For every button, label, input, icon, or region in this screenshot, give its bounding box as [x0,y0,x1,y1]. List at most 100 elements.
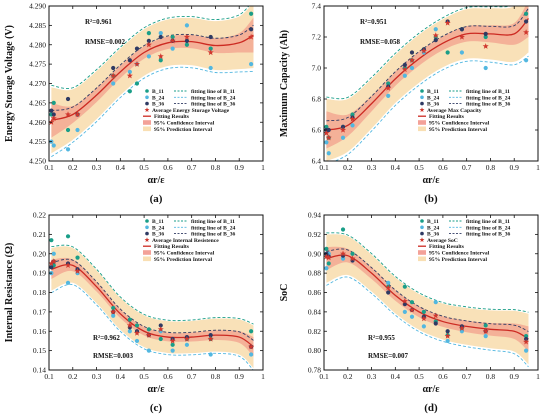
x-tick-label: 1 [261,163,265,172]
y-tick-label: 0.92 [308,230,321,239]
scatter-points [48,11,255,152]
chart-svg-a: 0.1 0.2 0.3 0.4 0.5 0.6 0.7 0.8 0.9 14.2504.2554.… [4,2,265,205]
point-b-11 [524,11,529,16]
x-axis-label: αr/ε [422,175,440,186]
average-point [50,258,57,265]
point-b-24 [524,58,529,63]
x-tick-label: 0.6 [163,163,173,172]
legend-star [144,237,150,242]
x-tick-label: 0.7 [187,163,197,172]
legend-label: Fitting Results [154,114,190,120]
x-tick-label: 1 [536,163,540,172]
point-b-24 [433,27,438,32]
axes-frame [323,5,539,162]
legend-star [144,107,150,112]
point-b-24 [324,140,329,145]
point-b-11 [445,50,450,55]
fitting-results-line [326,17,529,131]
average-point [133,60,141,67]
y-tick-label: 0.14 [33,366,46,375]
point-b-24 [249,62,254,67]
plot-area [326,232,529,368]
y-tick-label: 0.22 [33,211,46,220]
rmse-stat: RMSE=0.002 [85,38,125,46]
legend-label: B_24 [152,95,164,101]
prediction-interval-band [326,234,529,365]
average-point [523,338,530,345]
average-point [523,29,530,35]
panel-label: (d) [424,402,438,414]
point-b-11 [483,34,488,40]
point-b-36 [65,96,71,102]
prediction-interval-band [51,246,254,369]
y-tick-label: 4.250 [29,157,46,166]
y-tick-label: 0.86 [308,288,321,297]
point-b-24 [249,352,254,357]
average-point [420,47,427,54]
point-b-24 [350,123,355,128]
point-b-24 [146,348,151,353]
y-axis-label: Energy Storage Voltage (V) [4,25,15,142]
point-b-24 [386,93,391,98]
x-tick-label: 0.3 [92,163,102,172]
y-tick-label: 7.0 [312,64,322,73]
legend-marker [420,101,424,106]
x-tick-label: 0.3 [92,372,102,381]
confidence-interval-band [51,17,254,138]
y-tick-label: 6.6 [312,126,322,135]
average-point [420,315,427,322]
point-b-24 [170,348,175,353]
scatter-points [323,227,530,353]
y-axis: 0.14 0.15 0.16 0.17 0.18 0.19 0.20 0.21 0.22 [33,211,263,375]
y-tick-label: 0.18 [33,288,46,297]
chart-panel-c: 0.1 0.2 0.3 0.4 0.5 0.6 0.7 0.8 0.9 1 0.14 0.15 0.16… [0,209,275,417]
point-b-36 [208,333,213,338]
point-b-11 [146,31,151,36]
x-axis: 0.1 0.2 0.3 0.4 0.5 0.6 0.7 0.8 0.9 1 [319,6,540,172]
legend-label: Fitting Results [154,244,190,250]
average-point [408,57,416,63]
point-b-24 [409,65,415,71]
chart-panel-b: 0.1 0.2 0.3 0.4 0.5 0.6 0.7 0.8 0.9 1 6.4 6.6 6.8 7.0… [275,0,550,208]
fitting-results-line [51,34,254,121]
point-b-11 [127,89,132,94]
y-axis-label: Internal Resistance (Ω) [4,243,15,343]
y-tick-label: 0.15 [33,346,46,355]
point-b-36 [402,62,407,67]
y-tick-label: 4.280 [29,40,46,49]
legend-label: fitting line of B_11 [466,219,510,225]
fitting-results-line [326,254,529,340]
y-tick-label: 0.94 [308,211,321,220]
average-point [110,72,117,79]
point-b-24 [111,313,116,318]
legend-swatch [418,256,426,262]
y-axis-label: SoC [279,284,290,302]
y-tick-label: 0.19 [33,269,46,278]
point-b-11 [134,81,140,86]
legend-marker [420,95,424,100]
legend-label: Fitting Results [429,114,465,120]
point-b-11 [134,323,140,328]
point-b-36 [146,38,151,43]
legend-label: fitting line of B_24 [466,95,510,101]
x-tick-label: 0.6 [438,163,448,172]
legend-label: B_11 [152,219,164,225]
point-b-24 [208,352,213,357]
rmse-stat: RMSE=0.007 [368,352,408,360]
fitting-line-b-24 [51,66,254,158]
point-b-11 [350,251,355,256]
legend-marker [145,219,149,223]
x-tick-label: 0.5 [139,163,149,172]
x-axis-label: αr/ε [147,384,165,395]
x-tick-label: 0.2 [343,163,353,172]
y-tick-label: 4.285 [29,21,46,30]
point-b-36 [445,329,450,334]
x-tick-label: 0.8 [211,372,221,381]
average-point [248,343,255,350]
average-point [482,328,489,334]
legend-label: B_11 [152,89,164,95]
fitting-line-b-11 [326,6,512,100]
legend-label: fitting line of B_24 [191,95,235,101]
average-point [482,43,489,49]
point-b-36 [433,321,438,326]
